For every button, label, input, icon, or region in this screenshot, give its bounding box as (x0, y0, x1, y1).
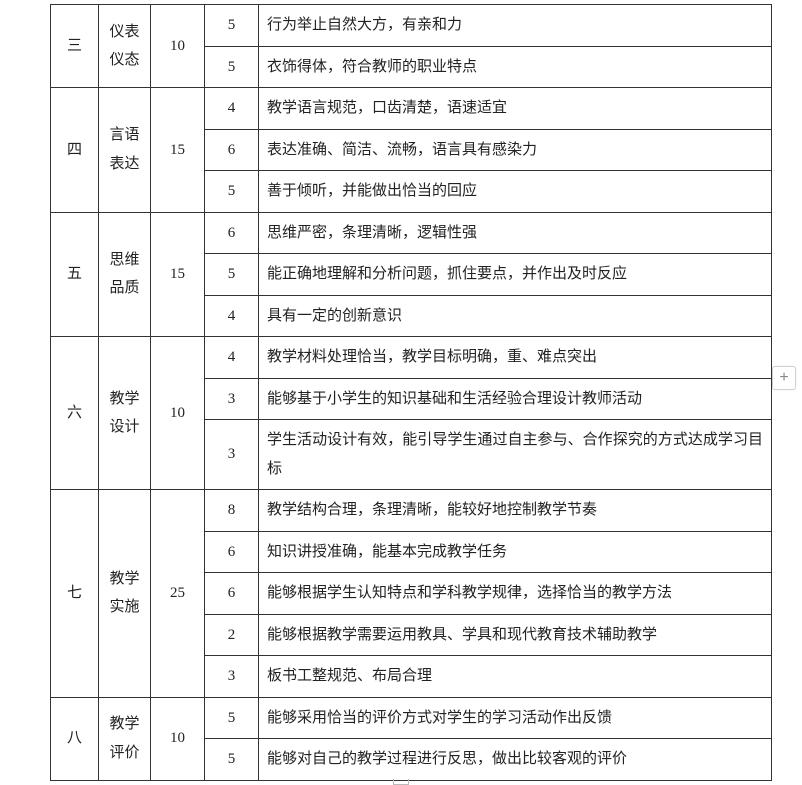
subscore: 4 (205, 88, 259, 130)
table-row: 八教学评价105能够采用恰当的评价方式对学生的学习活动作出反馈 (51, 697, 772, 739)
criterion-description: 具有一定的创新意识 (259, 295, 772, 337)
table-row: 三仪表仪态105行为举止自然大方，有亲和力 (51, 5, 772, 47)
criterion-description: 能够根据学生认知特点和学科教学规律，选择恰当的教学方法 (259, 573, 772, 615)
section-category: 教学实施 (99, 490, 151, 698)
table-row: 四言语表达154教学语言规范，口齿清楚，语速适宜 (51, 88, 772, 130)
subscore: 5 (205, 171, 259, 213)
criterion-description: 能够基于小学生的知识基础和生活经验合理设计教师活动 (259, 378, 772, 420)
section-total: 15 (151, 88, 205, 213)
subscore: 8 (205, 490, 259, 532)
criterion-description: 表达准确、简洁、流畅，语言具有感染力 (259, 129, 772, 171)
section-category: 言语表达 (99, 88, 151, 213)
criterion-description: 教学语言规范，口齿清楚，语速适宜 (259, 88, 772, 130)
subscore: 5 (205, 697, 259, 739)
subscore: 5 (205, 254, 259, 296)
criterion-description: 能够采用恰当的评价方式对学生的学习活动作出反馈 (259, 697, 772, 739)
subscore: 6 (205, 573, 259, 615)
section-index: 七 (51, 490, 99, 698)
section-category: 教学设计 (99, 337, 151, 490)
subscore: 3 (205, 420, 259, 490)
subscore: 3 (205, 378, 259, 420)
section-category: 仪表仪态 (99, 5, 151, 88)
section-total: 10 (151, 5, 205, 88)
subscore: 4 (205, 295, 259, 337)
criterion-description: 衣饰得体，符合教师的职业特点 (259, 46, 772, 88)
subscore: 3 (205, 656, 259, 698)
criterion-description: 教学结构合理，条理清晰，能较好地控制教学节奏 (259, 490, 772, 532)
section-category: 教学评价 (99, 697, 151, 780)
section-total: 10 (151, 697, 205, 780)
criterion-description: 教学材料处理恰当，教学目标明确，重、难点突出 (259, 337, 772, 379)
subscore: 2 (205, 614, 259, 656)
add-button[interactable]: + (772, 366, 796, 390)
criterion-description: 思维严密，条理清晰，逻辑性强 (259, 212, 772, 254)
subscore: 6 (205, 531, 259, 573)
plus-icon: + (779, 369, 788, 387)
criterion-description: 知识讲授准确，能基本完成教学任务 (259, 531, 772, 573)
section-index: 五 (51, 212, 99, 337)
subscore: 4 (205, 337, 259, 379)
table-row: 五思维品质156思维严密，条理清晰，逻辑性强 (51, 212, 772, 254)
criterion-description: 能正确地理解和分析问题，抓住要点，并作出及时反应 (259, 254, 772, 296)
rubric-table: 三仪表仪态105行为举止自然大方，有亲和力5衣饰得体，符合教师的职业特点四言语表… (50, 4, 772, 781)
section-total: 25 (151, 490, 205, 698)
subscore: 6 (205, 212, 259, 254)
criterion-description: 行为举止自然大方，有亲和力 (259, 5, 772, 47)
table-row: 七教学实施258教学结构合理，条理清晰，能较好地控制教学节奏 (51, 490, 772, 532)
page-footer-mark (393, 779, 409, 785)
section-total: 10 (151, 337, 205, 490)
section-index: 四 (51, 88, 99, 213)
page: 三仪表仪态105行为举止自然大方，有亲和力5衣饰得体，符合教师的职业特点四言语表… (0, 0, 802, 785)
subscore: 6 (205, 129, 259, 171)
section-index: 六 (51, 337, 99, 490)
subscore: 5 (205, 46, 259, 88)
section-index: 三 (51, 5, 99, 88)
criterion-description: 学生活动设计有效，能引导学生通过自主参与、合作探究的方式达成学习目标 (259, 420, 772, 490)
section-index: 八 (51, 697, 99, 780)
criterion-description: 善于倾听，并能做出恰当的回应 (259, 171, 772, 213)
subscore: 5 (205, 5, 259, 47)
table-row: 六教学设计104教学材料处理恰当，教学目标明确，重、难点突出 (51, 337, 772, 379)
criterion-description: 能够根据教学需要运用教具、学具和现代教育技术辅助教学 (259, 614, 772, 656)
criterion-description: 板书工整规范、布局合理 (259, 656, 772, 698)
section-total: 15 (151, 212, 205, 337)
section-category: 思维品质 (99, 212, 151, 337)
